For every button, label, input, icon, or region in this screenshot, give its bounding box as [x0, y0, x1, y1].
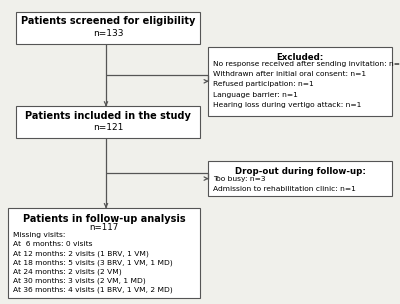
Text: At 36 months: 4 visits (1 BRV, 1 VM, 2 MD): At 36 months: 4 visits (1 BRV, 1 VM, 2 M… — [13, 287, 172, 293]
Text: Patients in follow-up analysis: Patients in follow-up analysis — [23, 214, 185, 224]
FancyBboxPatch shape — [208, 47, 392, 116]
Text: At  6 months: 0 visits: At 6 months: 0 visits — [13, 241, 92, 247]
Text: Patients included in the study: Patients included in the study — [25, 111, 191, 121]
Text: At 30 months: 3 visits (2 VM, 1 MD): At 30 months: 3 visits (2 VM, 1 MD) — [13, 278, 146, 284]
Text: Missing visits:: Missing visits: — [13, 232, 65, 238]
Text: Refused participation: n=1: Refused participation: n=1 — [213, 81, 314, 88]
Text: Patients screened for eligibility: Patients screened for eligibility — [21, 16, 195, 26]
Text: At 12 months: 2 visits (1 BRV, 1 VM): At 12 months: 2 visits (1 BRV, 1 VM) — [13, 250, 149, 257]
Text: n=133: n=133 — [93, 29, 123, 38]
Text: Admission to rehabilitation clinic: n=1: Admission to rehabilitation clinic: n=1 — [213, 186, 356, 192]
Text: No response received after sending invitation: n=8: No response received after sending invit… — [213, 61, 400, 67]
FancyBboxPatch shape — [8, 208, 200, 298]
Text: At 18 months: 5 visits (3 BRV, 1 VM, 1 MD): At 18 months: 5 visits (3 BRV, 1 VM, 1 M… — [13, 259, 172, 266]
Text: n=117: n=117 — [89, 223, 119, 232]
FancyBboxPatch shape — [16, 12, 200, 44]
Text: At 24 months: 2 visits (2 VM): At 24 months: 2 visits (2 VM) — [13, 268, 122, 275]
Text: Withdrawn after initial oral consent: n=1: Withdrawn after initial oral consent: n=… — [213, 71, 366, 77]
Text: Hearing loss during vertigo attack: n=1: Hearing loss during vertigo attack: n=1 — [213, 102, 361, 108]
Text: Too busy: n=3: Too busy: n=3 — [213, 176, 265, 182]
Text: Language barrier: n=1: Language barrier: n=1 — [213, 92, 298, 98]
Text: Drop-out during follow-up:: Drop-out during follow-up: — [234, 167, 366, 176]
FancyBboxPatch shape — [208, 161, 392, 196]
Text: Excluded:: Excluded: — [276, 53, 324, 62]
FancyBboxPatch shape — [16, 106, 200, 138]
Text: n=121: n=121 — [93, 123, 123, 132]
